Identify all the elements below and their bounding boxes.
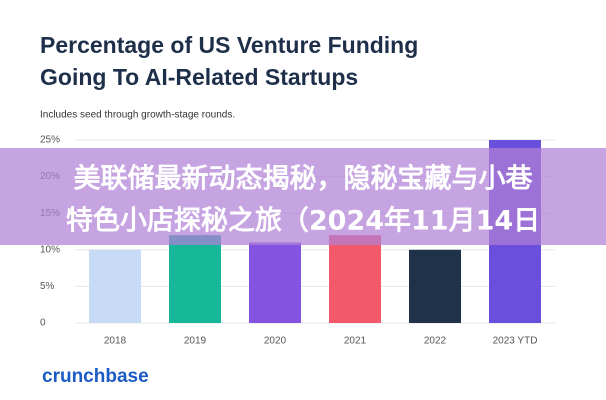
y-tick-label: 10% — [40, 244, 60, 255]
y-tick-label: 25% — [40, 135, 60, 146]
y-tick-label: 5% — [40, 281, 55, 292]
x-tick-label: 2018 — [104, 336, 127, 347]
bar — [329, 235, 381, 323]
brand-logo: crunchbase — [42, 366, 149, 387]
bar — [249, 242, 301, 323]
x-tick-label: 2019 — [184, 336, 207, 347]
bar — [89, 249, 141, 323]
overlay-text: 特色小店探秘之旅（2024年11月14日 — [66, 205, 540, 237]
x-tick-label: 2021 — [344, 336, 367, 347]
y-tick-label: 0 — [40, 318, 46, 329]
bar — [169, 235, 221, 323]
bar — [409, 249, 461, 323]
x-tick-label: 2020 — [264, 336, 287, 347]
chart-subtitle: Includes seed through growth-stage round… — [40, 110, 235, 121]
x-tick-label: 2023 YTD — [493, 336, 538, 347]
x-tick-label: 2022 — [424, 336, 447, 347]
chart-title: Percentage of US Venture Funding — [40, 32, 418, 58]
chart-title: Going To AI-Related Startups — [40, 64, 358, 90]
overlay-text: 美联储最新动态揭秘，隐秘宝藏与小巷 — [74, 163, 534, 195]
overlay-banner — [0, 148, 606, 245]
